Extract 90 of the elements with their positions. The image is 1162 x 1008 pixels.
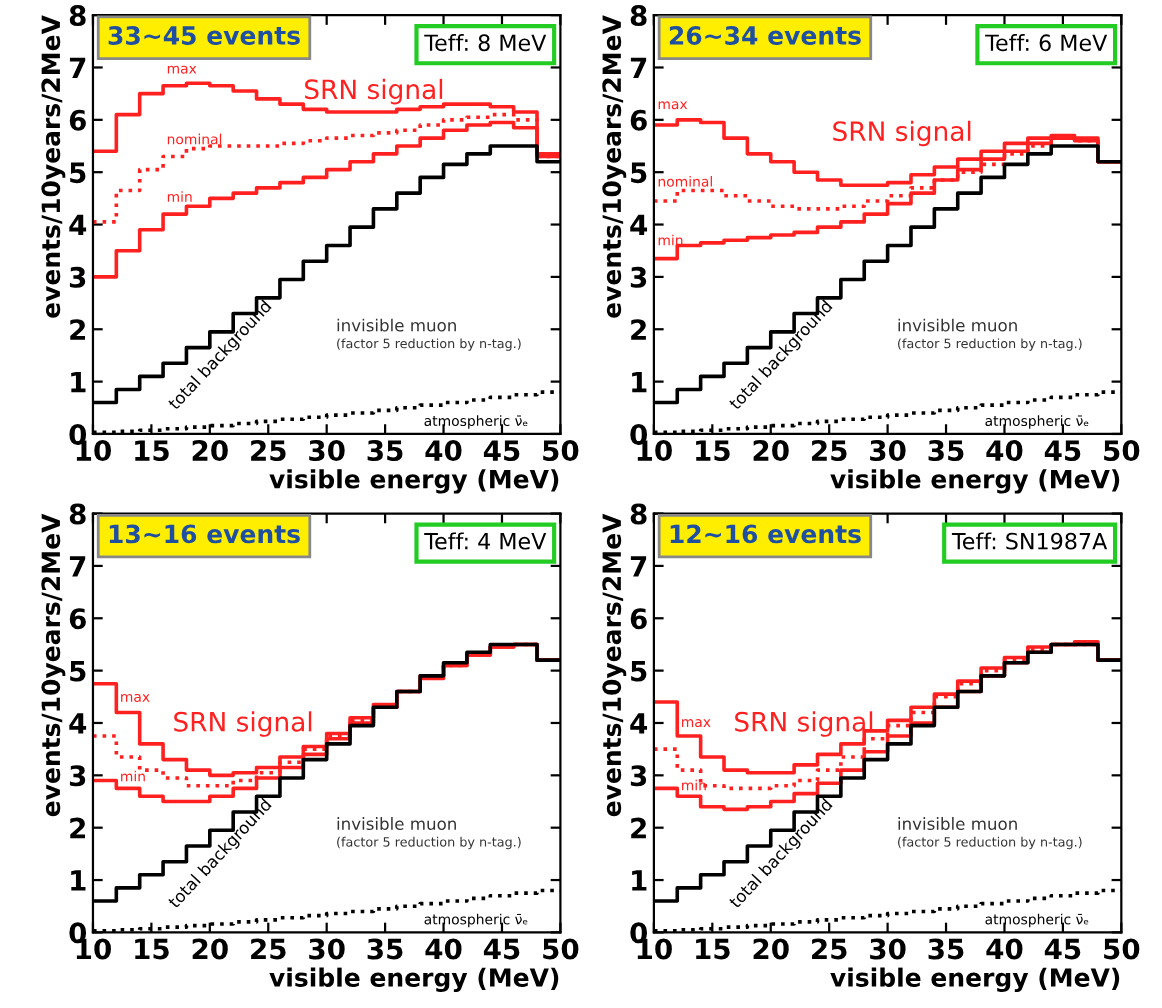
annotation: SRN signal	[305, 78, 443, 105]
y-tick-label: 1	[71, 371, 86, 393]
chart-title: 26~34 events	[669, 26, 861, 45]
y-tick-label: 3	[69, 765, 86, 787]
x-tick-label: 25	[251, 440, 286, 462]
y-tick-label: 5	[70, 660, 86, 682]
y-tick-label: 7	[630, 57, 647, 79]
x-tick-label: 20	[192, 440, 228, 462]
y-tick-label: 2	[631, 319, 646, 340]
chart-title: 12~16 events	[670, 524, 861, 544]
y-tick-label: 4	[69, 214, 87, 236]
x-tick-label: 45	[1044, 938, 1081, 960]
y-tick-label: 3	[69, 266, 86, 288]
y-tick-label: 4	[630, 214, 648, 236]
y-tick-label: 2	[70, 817, 85, 839]
x-tick-label: 15	[696, 440, 730, 462]
chart-title: 33~45 events	[108, 26, 300, 45]
x-tick-label: 50	[1104, 440, 1140, 462]
annotation: SRN signal	[735, 711, 873, 737]
x-axis-title: visible energy (MeV)	[269, 967, 559, 993]
y-tick-label: 4	[630, 713, 648, 734]
annotation: invisible muon	[898, 318, 1017, 332]
x-tick-label: 20	[192, 938, 228, 960]
y-tick-label: 7	[69, 556, 86, 577]
y-tick-label: 8	[69, 503, 86, 525]
x-tick-label: 15	[135, 440, 169, 462]
text: Teff: 4 MeV	[424, 532, 547, 550]
y-tick-label: 6	[69, 109, 86, 131]
y-tick-label: 5	[631, 162, 647, 184]
y-tick-label: 1	[632, 870, 647, 891]
y-axis-title: events/10years/2MeV	[41, 513, 66, 817]
x-tick-label: 40	[986, 440, 1023, 462]
y-tick-label: 2	[631, 817, 646, 839]
x-tick-label: 40	[986, 938, 1023, 960]
y-axis-title: events/10years/2MeV	[41, 15, 66, 318]
annotation: invisible muon	[898, 817, 1017, 831]
x-tick-label: 10	[76, 440, 111, 462]
y-tick-label: 8	[69, 5, 86, 27]
y-tick-label: 8	[630, 5, 647, 27]
text: Teff: 6 MeV	[985, 33, 1108, 52]
x-tick-label: 45	[483, 938, 520, 960]
y-tick-label: 6	[630, 109, 647, 131]
y-tick-label: 3	[630, 765, 647, 787]
x-tick-label: 30	[309, 938, 345, 960]
y-tick-label: 5	[70, 162, 86, 184]
y-tick-label: 4	[69, 713, 87, 734]
y-tick-label: 1	[71, 870, 86, 891]
x-tick-label: 40	[425, 938, 462, 960]
x-tick-label: 20	[753, 938, 789, 960]
y-tick-label: 1	[632, 371, 647, 393]
annotation: invisible muon	[337, 817, 456, 831]
annotation: invisible muon	[337, 318, 456, 332]
y-axis-title: events/10years/2MeV	[602, 15, 627, 318]
x-tick-label: 20	[753, 440, 789, 462]
x-tick-label: 50	[543, 440, 579, 462]
x-tick-label: 30	[870, 938, 906, 960]
y-tick-label: 7	[69, 57, 86, 79]
y-tick-label: 6	[69, 608, 86, 630]
x-tick-label: 45	[483, 440, 520, 462]
x-axis-title: visible energy (MeV)	[269, 469, 559, 494]
x-tick-label: 25	[812, 938, 847, 960]
annotation: SRN signal	[174, 711, 312, 737]
y-tick-label: 6	[630, 608, 647, 630]
chart-title: 13~16 events	[109, 524, 300, 544]
text: Teff: SN1987A	[951, 532, 1108, 550]
annotation: SRN signal	[833, 120, 971, 147]
x-tick-label: 35	[928, 938, 964, 960]
x-tick-label: 25	[251, 938, 286, 960]
x-tick-label: 25	[812, 440, 847, 462]
x-tick-label: 50	[1104, 938, 1140, 960]
y-tick-label: 7	[630, 556, 647, 577]
x-tick-label: 10	[637, 440, 672, 462]
x-axis-title: visible energy (MeV)	[830, 469, 1120, 494]
y-tick-label: 5	[631, 660, 647, 682]
x-tick-label: 45	[1044, 440, 1081, 462]
x-tick-label: 30	[870, 440, 906, 462]
x-axis-title: visible energy (MeV)	[830, 967, 1120, 993]
x-tick-label: 40	[425, 440, 462, 462]
y-tick-label: 3	[630, 266, 647, 288]
text: Teff: 8 MeV	[424, 33, 547, 52]
x-tick-label: 35	[367, 938, 403, 960]
y-tick-label: 2	[70, 319, 85, 340]
x-tick-label: 35	[367, 440, 403, 462]
y-tick-label: 8	[630, 503, 647, 525]
x-tick-label: 15	[696, 938, 730, 960]
x-tick-label: 50	[543, 938, 579, 960]
x-tick-label: 15	[135, 938, 169, 960]
y-axis-title: events/10years/2MeV	[602, 513, 627, 817]
x-tick-label: 30	[309, 440, 345, 462]
x-tick-label: 35	[928, 440, 964, 462]
